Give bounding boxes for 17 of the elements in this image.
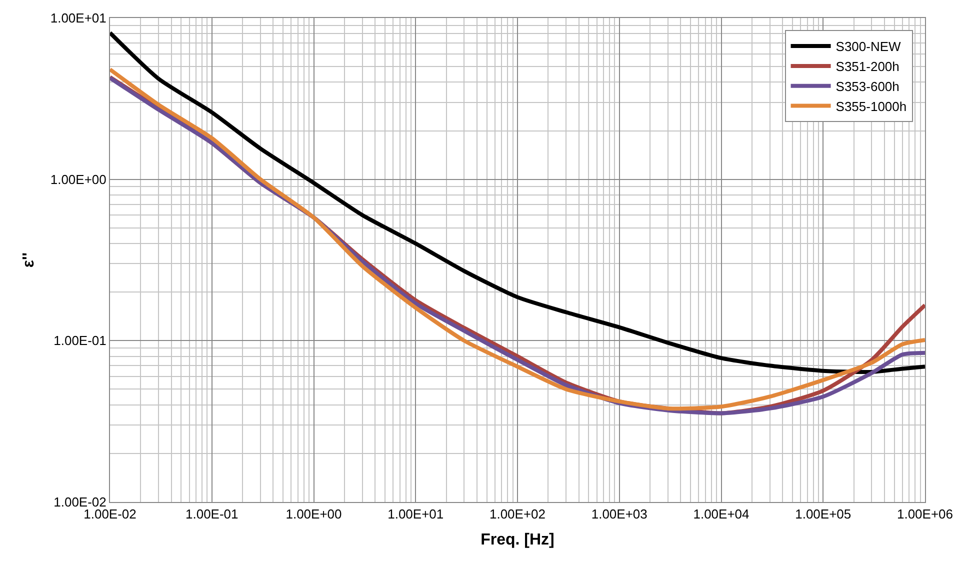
y-tick-label: 1.00E+00 (50, 172, 106, 187)
x-axis-title: Freq. [Hz] (480, 531, 554, 548)
x-tick-label: 1.00E+04 (693, 506, 750, 522)
y-tick-label: 1.00E-01 (54, 333, 106, 348)
legend-label: S355-1000h (836, 98, 907, 114)
x-tick-label: 1.00E+06 (896, 506, 954, 522)
x-tick-label: 1.00E+05 (795, 506, 852, 522)
x-tick-label: 1.00E+01 (388, 506, 444, 522)
legend-label: S351-200h (836, 59, 900, 74)
legend-label: S353-600h (836, 78, 900, 94)
y-tick-label: 1.00E+01 (50, 10, 106, 26)
x-tick-label: 1.00E+03 (591, 506, 648, 522)
x-tick-label: 1.00E+00 (286, 506, 342, 522)
legend-label: S300-NEW (836, 39, 902, 54)
x-tick-label: 1.00E+02 (489, 506, 546, 522)
y-axis-title: ε'' (20, 252, 38, 268)
x-tick-label: 1.00E-01 (185, 506, 238, 522)
